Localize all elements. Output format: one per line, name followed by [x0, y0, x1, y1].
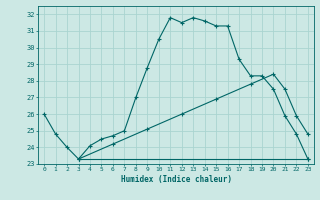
X-axis label: Humidex (Indice chaleur): Humidex (Indice chaleur) [121, 175, 231, 184]
